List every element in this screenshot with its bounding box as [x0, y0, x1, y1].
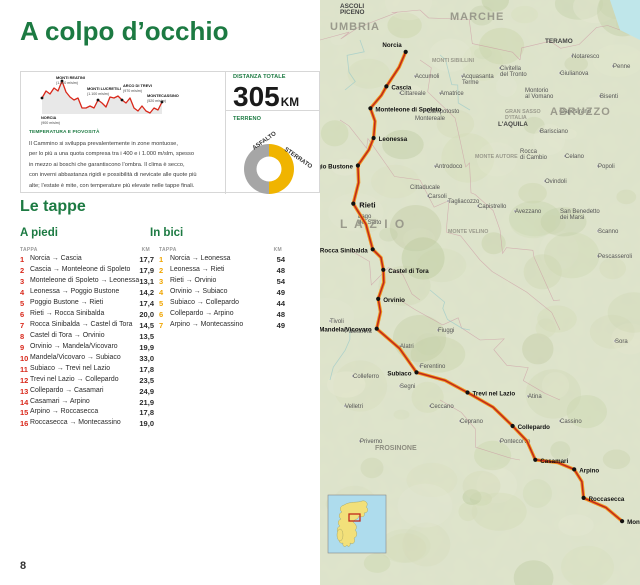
svg-text:Notaresco: Notaresco — [572, 54, 600, 60]
svg-text:Antrodoco: Antrodoco — [435, 164, 463, 170]
svg-text:MONTE AUTORE: MONTE AUTORE — [475, 154, 518, 160]
svg-text:Ovindoli: Ovindoli — [545, 179, 567, 185]
svg-text:Orvinio: Orvinio — [383, 297, 405, 304]
svg-text:TERAMO: TERAMO — [545, 38, 573, 45]
svg-text:L'AQUILA: L'AQUILA — [498, 121, 528, 128]
svg-text:Roccasecca: Roccasecca — [589, 496, 625, 503]
svg-text:Sora: Sora — [615, 339, 628, 345]
svg-text:Carsoli: Carsoli — [428, 194, 447, 200]
svg-text:ARCO DI TREVI: ARCO DI TREVI — [123, 83, 152, 88]
svg-text:Pescasseroli: Pescasseroli — [598, 254, 632, 260]
svg-text:Rieti: Rieti — [359, 201, 375, 210]
svg-text:Norcia: Norcia — [382, 42, 402, 49]
svg-text:Tagliacozzo: Tagliacozzo — [448, 199, 480, 205]
svg-text:Amatrice: Amatrice — [440, 91, 464, 97]
svg-text:Colleferro: Colleferro — [353, 374, 380, 380]
svg-text:(970 m/slm): (970 m/slm) — [123, 89, 142, 93]
svg-text:ABRUZZO: ABRUZZO — [550, 106, 611, 118]
svg-text:FROSINONE: FROSINONE — [375, 445, 417, 452]
svg-text:Monteleone di Spoleto: Monteleone di Spoleto — [375, 106, 441, 113]
svg-text:Cittaducale: Cittaducale — [410, 185, 441, 191]
svg-text:Velletri: Velletri — [345, 404, 363, 410]
svg-text:Penne: Penne — [613, 64, 631, 70]
svg-text:Montereale: Montereale — [415, 116, 446, 122]
svg-text:Ceccano: Ceccano — [430, 404, 454, 410]
svg-text:Montecassino: Montecassino — [627, 519, 640, 526]
svg-text:(900 m/slm): (900 m/slm) — [41, 121, 60, 125]
svg-text:PICENO: PICENO — [340, 9, 365, 16]
svg-text:Rocca Sinibalda: Rocca Sinibalda — [320, 247, 368, 254]
svg-text:Cascia: Cascia — [391, 84, 412, 91]
svg-text:Bisenti: Bisenti — [600, 94, 618, 100]
svg-text:Fiuggi: Fiuggi — [438, 328, 454, 334]
svg-text:MONTI LUCRETILI: MONTI LUCRETILI — [87, 86, 121, 91]
svg-text:Poggio Bustone: Poggio Bustone — [320, 164, 353, 171]
svg-text:Ferentino: Ferentino — [420, 364, 446, 370]
svg-text:NORCIA: NORCIA — [41, 115, 57, 120]
svg-text:Ceprano: Ceprano — [460, 419, 484, 425]
svg-text:dei Marsi: dei Marsi — [560, 215, 584, 221]
svg-text:Scanno: Scanno — [598, 229, 619, 235]
svg-text:Celano: Celano — [565, 154, 585, 160]
svg-text:Barisciano: Barisciano — [540, 129, 569, 135]
svg-text:Cittareale: Cittareale — [400, 91, 426, 97]
svg-text:di Cambio: di Cambio — [520, 155, 548, 161]
svg-text:MONTI REATINI: MONTI REATINI — [56, 75, 85, 80]
svg-text:Cassino: Cassino — [560, 419, 582, 425]
svg-text:Giulianova: Giulianova — [560, 71, 589, 77]
svg-text:Collepardo: Collepardo — [518, 424, 551, 431]
svg-text:(520 m/slm): (520 m/slm) — [147, 99, 166, 103]
svg-text:UMBRIA: UMBRIA — [330, 21, 380, 33]
svg-text:Segni: Segni — [400, 384, 415, 390]
svg-text:Leonessa: Leonessa — [379, 136, 408, 143]
svg-text:MONTECASSINO: MONTECASSINO — [147, 93, 179, 98]
svg-text:Tivoli: Tivoli — [330, 319, 344, 325]
svg-text:MARCHE: MARCHE — [450, 11, 504, 23]
svg-text:Capistrello: Capistrello — [478, 204, 507, 210]
svg-text:Subiaco: Subiaco — [387, 370, 411, 377]
svg-text:Popoli: Popoli — [598, 164, 615, 170]
svg-text:Castel di Tora: Castel di Tora — [388, 268, 429, 275]
svg-text:MONTI SIBILLINI: MONTI SIBILLINI — [432, 58, 475, 64]
svg-text:(1.100 m/slm): (1.100 m/slm) — [87, 92, 109, 96]
svg-text:Avezzano: Avezzano — [515, 209, 542, 215]
svg-text:(1.510 m/slm): (1.510 m/slm) — [56, 81, 78, 85]
svg-text:Mandela/Vicovaro: Mandela/Vicovaro — [320, 327, 372, 334]
svg-text:Accumoli: Accumoli — [415, 74, 439, 80]
svg-text:Casamari: Casamari — [540, 458, 568, 465]
svg-text:Arpino: Arpino — [579, 467, 599, 474]
svg-text:L A Z I O: L A Z I O — [340, 217, 406, 231]
svg-text:del Tronto: del Tronto — [500, 72, 527, 78]
svg-text:Terme: Terme — [462, 80, 479, 86]
svg-text:Atina: Atina — [528, 394, 542, 400]
svg-text:MONTE VELINO: MONTE VELINO — [448, 229, 488, 235]
svg-text:al Vomano: al Vomano — [525, 94, 554, 100]
svg-text:Trevi nel Lazio: Trevi nel Lazio — [473, 391, 516, 398]
